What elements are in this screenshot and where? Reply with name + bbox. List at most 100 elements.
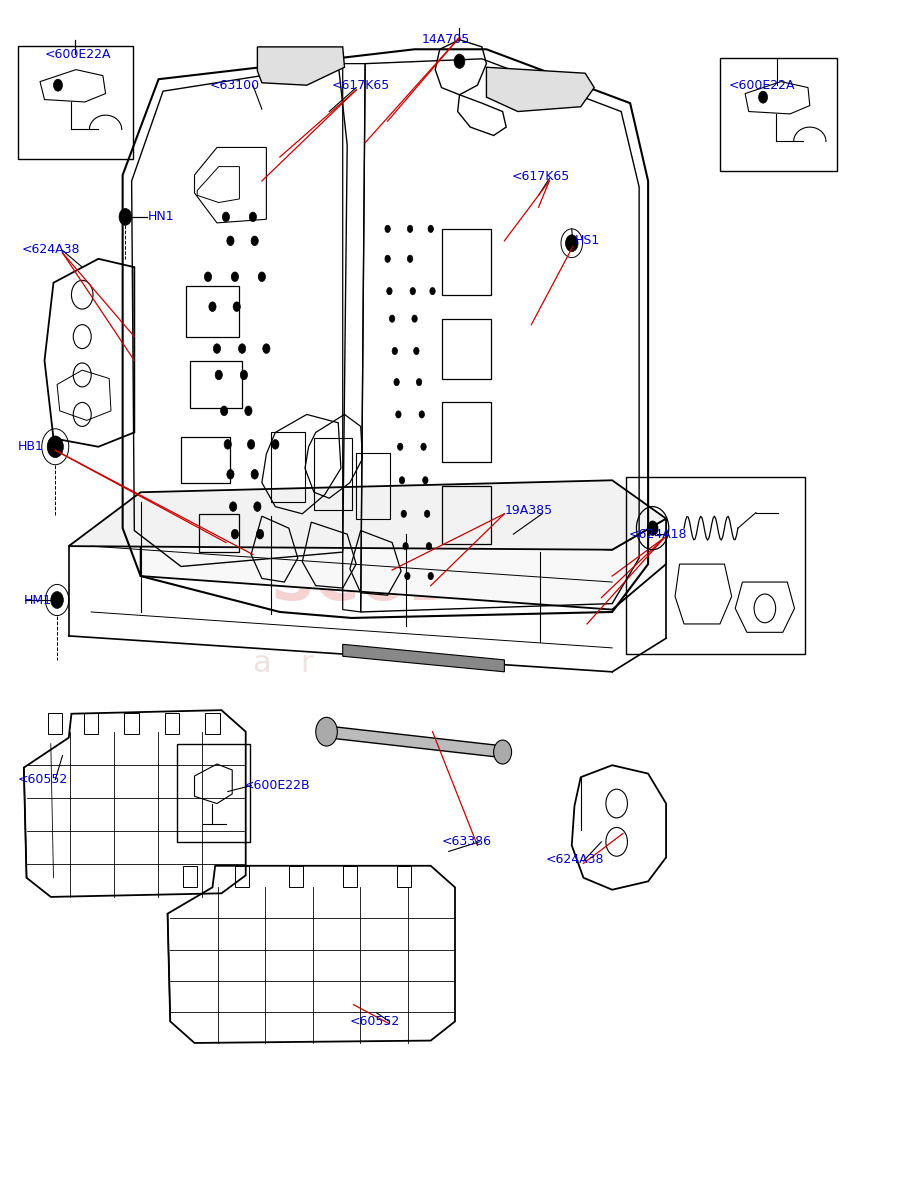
Text: <600E22A: <600E22A [729, 79, 796, 91]
Polygon shape [68, 502, 666, 610]
Circle shape [315, 718, 337, 746]
Text: a   r: a r [253, 649, 314, 678]
Text: <624A38: <624A38 [21, 242, 79, 256]
Circle shape [416, 378, 422, 385]
Circle shape [263, 343, 270, 353]
Circle shape [407, 226, 413, 233]
Circle shape [221, 406, 228, 415]
Text: <624A18: <624A18 [628, 528, 687, 541]
Text: HS1: HS1 [575, 234, 600, 247]
Circle shape [119, 209, 132, 226]
Circle shape [423, 476, 428, 484]
Circle shape [251, 469, 259, 479]
Bar [183, 865, 197, 887]
Text: <63100: <63100 [210, 79, 259, 91]
Circle shape [230, 502, 237, 511]
Circle shape [494, 740, 512, 764]
Circle shape [419, 410, 424, 418]
Circle shape [254, 502, 261, 511]
Bar [124, 713, 139, 734]
Text: HM1: HM1 [23, 594, 52, 606]
Circle shape [424, 510, 430, 517]
Circle shape [245, 406, 252, 415]
Circle shape [232, 272, 239, 282]
Circle shape [426, 542, 432, 550]
Circle shape [421, 443, 426, 450]
Circle shape [399, 476, 405, 484]
Bar [441, 486, 491, 544]
Polygon shape [68, 480, 666, 550]
Circle shape [250, 212, 257, 222]
Circle shape [430, 288, 435, 295]
Circle shape [428, 572, 433, 580]
Circle shape [241, 370, 248, 379]
Circle shape [53, 79, 62, 91]
Circle shape [647, 521, 658, 535]
Circle shape [396, 410, 401, 418]
Text: <624A38: <624A38 [546, 853, 605, 866]
Bar [181, 437, 231, 482]
Circle shape [224, 439, 232, 449]
Circle shape [205, 272, 212, 282]
Circle shape [239, 343, 246, 353]
Circle shape [209, 302, 216, 312]
Circle shape [47, 436, 63, 457]
Text: SCUDERIA: SCUDERIA [271, 554, 619, 613]
Circle shape [232, 529, 239, 539]
Circle shape [214, 343, 221, 353]
Bar [441, 319, 491, 378]
Circle shape [227, 469, 234, 479]
Circle shape [389, 316, 395, 323]
Circle shape [454, 54, 465, 68]
Bar [190, 360, 242, 408]
Text: HB1: HB1 [17, 440, 43, 454]
Circle shape [405, 572, 410, 580]
Text: HN1: HN1 [148, 210, 175, 223]
Circle shape [387, 288, 392, 295]
Bar [177, 744, 250, 842]
Bar [186, 287, 240, 337]
Bar [271, 432, 305, 502]
Text: <600E22B: <600E22B [244, 779, 311, 792]
Text: <63386: <63386 [441, 835, 492, 848]
Polygon shape [324, 726, 506, 758]
Bar [84, 713, 98, 734]
Text: 19A385: 19A385 [505, 504, 552, 517]
Circle shape [272, 439, 279, 449]
Circle shape [407, 256, 413, 263]
Circle shape [428, 226, 433, 233]
Circle shape [414, 347, 419, 354]
Bar [165, 713, 179, 734]
Polygon shape [342, 644, 505, 672]
Bar [48, 713, 62, 734]
Bar [17, 46, 132, 160]
Circle shape [233, 302, 241, 312]
Circle shape [257, 529, 264, 539]
Circle shape [410, 288, 415, 295]
Circle shape [397, 443, 403, 450]
Text: <617K65: <617K65 [332, 79, 390, 91]
Text: <60552: <60552 [17, 773, 68, 786]
Circle shape [385, 256, 390, 263]
Bar [720, 58, 837, 172]
Bar [441, 402, 491, 462]
Circle shape [50, 592, 63, 608]
Circle shape [412, 316, 417, 323]
Circle shape [566, 235, 578, 252]
Bar [342, 865, 357, 887]
Circle shape [227, 236, 234, 246]
Text: <617K65: <617K65 [512, 169, 569, 182]
Bar [235, 865, 250, 887]
Circle shape [394, 378, 399, 385]
Circle shape [215, 370, 223, 379]
Bar [289, 865, 304, 887]
Circle shape [401, 510, 406, 517]
Text: <600E22A: <600E22A [44, 48, 111, 60]
Polygon shape [487, 67, 595, 112]
Bar [199, 514, 240, 552]
Circle shape [385, 226, 390, 233]
Text: 14A705: 14A705 [422, 34, 470, 46]
Text: <60552: <60552 [350, 1015, 400, 1028]
Bar [205, 713, 220, 734]
Bar [441, 229, 491, 295]
